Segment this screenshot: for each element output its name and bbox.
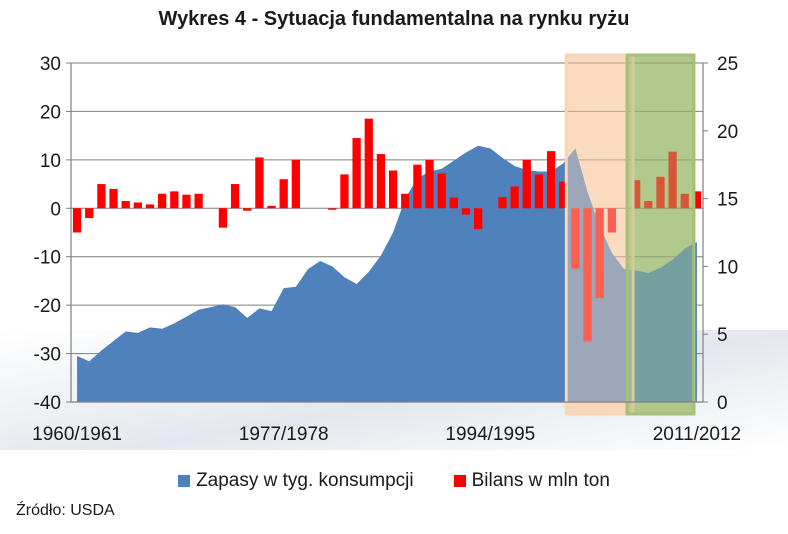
bar [352,138,361,209]
bar [243,208,252,211]
bar [425,159,434,209]
legend-label-bars: Bilans w mln ton [471,470,610,491]
highlight-overlay-green [625,53,696,416]
highlight-overlay-orange [564,53,635,416]
bar [546,151,556,209]
bar [97,184,106,209]
bar [230,184,240,209]
bar [255,157,264,209]
bar [182,194,191,209]
x-tick-label: 2011/2012 [653,424,741,445]
bar [145,204,155,209]
left-tick-label: 20 [40,102,61,123]
bar [72,208,82,233]
bar [109,188,118,209]
right-tick-label: 5 [717,325,728,346]
bar [692,191,702,209]
legend-item-bars: Bilans w mln ton [453,470,610,492]
bar [498,197,507,209]
highlight-overlay-layer [564,53,696,416]
bar [401,193,410,209]
legend-swatch-bars [453,475,466,487]
bar [474,208,483,230]
right-tick-label: 15 [717,190,738,211]
area-series-zapasy [77,145,697,402]
bar [522,159,531,209]
bar [158,193,167,209]
bar [133,202,142,209]
bar [85,208,94,218]
bar [267,205,276,209]
left-tick-label: 0 [50,199,61,220]
right-tick-label: 20 [717,122,738,143]
bar [510,186,519,209]
bar [559,181,568,209]
bar [583,208,592,342]
bar [376,154,386,209]
left-tick-label: 10 [40,151,61,172]
bar [388,170,398,209]
bar [607,208,616,233]
left-tick-label: -30 [34,345,61,366]
right-tick-label: 10 [717,257,738,278]
bars-layer [72,118,702,342]
bar [534,174,544,209]
bar [437,173,446,209]
legend-swatch-area [178,475,191,487]
bar [644,201,653,209]
bar [656,176,665,209]
left-tick-label: -20 [34,296,61,317]
bar [170,191,179,209]
x-tick-label: 1960/1961 [32,424,122,445]
bar [461,208,471,215]
source-note: Źródło: USDA [16,502,115,519]
bar [364,118,373,209]
bar [340,174,349,209]
bar [121,201,130,209]
left-tick-label: 30 [40,54,61,75]
bar [571,208,580,269]
bar [194,193,203,209]
x-tick-label: 1994/1995 [445,424,535,445]
legend-item-area: Zapasy w tyg. konsumpcji [178,470,414,492]
bar [449,197,458,209]
bar [279,179,288,209]
right-tick-label: 25 [717,54,738,75]
x-tick-label: 1977/1978 [239,424,329,445]
chart-title: Wykres 4 - Sytuacja fundamentalna na ryn… [158,8,630,30]
tick-labels-layer: 30 20 10 0 -10 -20 -30 -40 25 20 15 10 5 0 1960/1961 19… [32,54,741,445]
area-layer [77,145,697,402]
legend-label-area: Zapasy w tyg. konsumpcji [196,470,414,491]
bar [218,208,228,228]
bar [668,151,677,209]
left-tick-label: -40 [34,393,61,414]
bar [413,164,422,209]
bar [632,180,641,209]
bar [328,208,337,210]
bar [291,159,300,209]
axes-layer [66,62,708,403]
bar [595,208,604,298]
right-tick-label: 0 [717,393,728,414]
legend: Zapasy w tyg. konsumpcji Bilans w mln to… [0,470,788,492]
bar [680,193,689,209]
left-tick-label: -10 [34,248,61,269]
